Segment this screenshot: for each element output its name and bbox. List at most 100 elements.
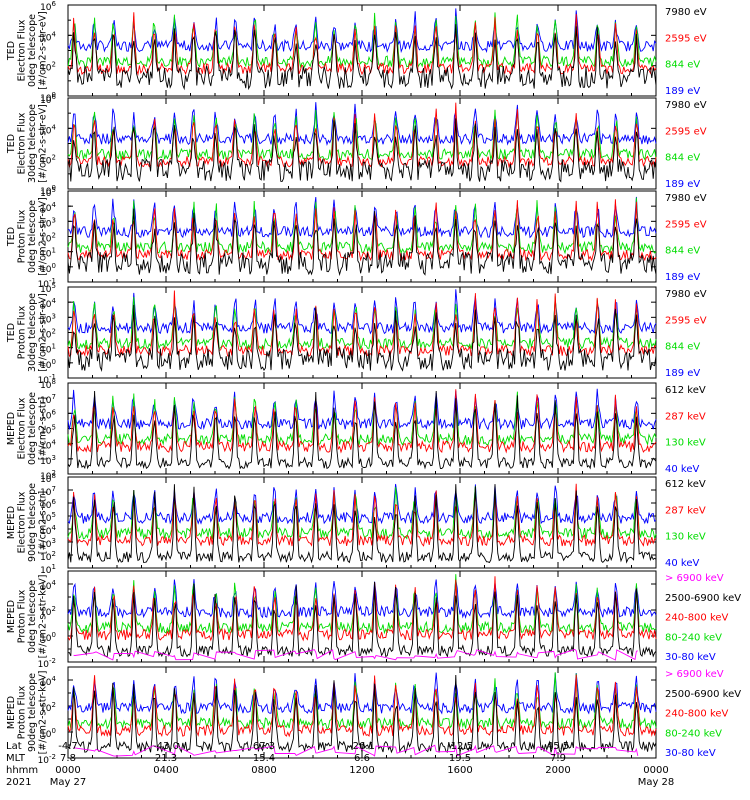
legend-entry: 2500-6900 keV [665, 593, 741, 604]
x-tick-label-lat: -12.5 [447, 741, 473, 752]
legend-entry: 240-800 keV [665, 613, 729, 624]
series--6900-kev [73, 648, 638, 661]
y-axis-label: MEPEDElectron Flux90deg telescope[#/cm2-… [6, 483, 49, 562]
y-axis-label: TEDProton Flux0deg telescope[#/cm2-s-str… [6, 197, 49, 276]
x-tick-label-mlt: 7.9 [550, 753, 566, 764]
series-7980-ev [67, 304, 657, 372]
y-axis-label: TEDElectron Flux30deg telescope[#/cm2-s-… [6, 104, 49, 183]
legend-entry: 287 keV [665, 505, 706, 516]
legend-entry: 844 eV [665, 60, 700, 71]
legend-entry: 7980 eV [665, 193, 707, 204]
legend-entry: 189 eV [665, 368, 700, 379]
legend-entry: 612 keV [665, 479, 706, 490]
series-130-kev [67, 391, 657, 446]
legend-entry: 240-800 keV [665, 709, 729, 720]
series-7980-ev [67, 118, 657, 183]
legend-entry: 287 keV [665, 411, 706, 422]
x-tick-label-hhmm: 1600 [447, 765, 472, 776]
series-287-kev [67, 389, 657, 454]
series--6900-kev [73, 744, 639, 757]
y-axis-label: MEPEDProton Flux0deg telescope[#/cm2-s-s… [6, 575, 49, 659]
legend-entry: > 6900 keV [665, 573, 724, 584]
legend-entry: 7980 eV [665, 289, 707, 300]
legend-entry: 612 keV [665, 385, 706, 396]
series-7980-ev [67, 208, 657, 277]
series-2595-ev [67, 290, 657, 358]
series-2500-6900-kev [67, 581, 657, 658]
legend-entry: 2595 eV [665, 219, 707, 230]
x-tick-label-mlt: 21.3 [155, 753, 177, 764]
series-240-800-kev [67, 674, 657, 738]
legend-entry: 7980 eV [665, 7, 707, 18]
legend-entry: 844 eV [665, 246, 700, 257]
y-axis-label: TEDProton Flux30deg telescope[#/cm2-s-st… [6, 293, 49, 372]
series-7980-ev [67, 24, 657, 91]
series-30-80-kev [67, 579, 657, 619]
legend-entry: 2500-6900 keV [665, 689, 741, 700]
y-axis-label: MEPEDProton Flux90deg telescope[#/cm2-s-… [6, 671, 49, 755]
x-tick-label-mlt: 6.6 [354, 753, 370, 764]
x-tick-label-lat: 45.5 [547, 741, 569, 752]
series-189-ev [67, 289, 657, 335]
series-612-kev [67, 484, 657, 564]
series-189-ev [67, 8, 657, 54]
legend-entry: 844 eV [665, 153, 700, 164]
x-tick-label-hhmm: 1200 [349, 765, 374, 776]
legend-entry: 130 keV [665, 532, 706, 543]
legend-entry: 40 keV [665, 558, 699, 569]
legend-entry: 189 eV [665, 86, 700, 97]
legend-entry: 40 keV [665, 464, 699, 475]
x-tick-label-hhmm: 0400 [153, 765, 178, 776]
series-240-800-kev [67, 576, 657, 642]
legend-entry: > 6900 keV [665, 669, 724, 680]
series-40-kev [67, 483, 657, 525]
series-2500-6900-kev [67, 674, 657, 754]
y-tick-label: 106 [40, 0, 56, 13]
series-612-kev [67, 390, 657, 470]
legend-entry: 80-240 keV [665, 728, 722, 739]
x-tick-label-lat: -4.7 [58, 741, 78, 752]
x-tick-label-lat: -43.0 [153, 741, 179, 752]
legend-entry: 30-80 keV [665, 748, 716, 759]
x-row-label: Lat [6, 741, 22, 752]
legend-entry: 189 eV [665, 179, 700, 190]
x-row-label: hhmm [6, 765, 38, 776]
x-tick-label-lat: -26.1 [349, 741, 375, 752]
legend-entry: 844 eV [665, 342, 700, 353]
x-tick-label-date: May 28 [638, 777, 675, 788]
x-tick-label-date: May 27 [50, 777, 87, 788]
x-tick-label-hhmm: 2000 [545, 765, 570, 776]
legend-entry: 2595 eV [665, 126, 707, 137]
legend-entry: 30-80 keV [665, 652, 716, 663]
series-30-80-kev [67, 672, 657, 715]
legend-entry: 2595 eV [665, 315, 707, 326]
legend-entry: 130 keV [665, 438, 706, 449]
series-130-kev [67, 486, 657, 540]
legend-entry: 2595 eV [665, 33, 707, 44]
x-row-label: 2021 [6, 777, 31, 788]
y-tick-label: 101 [40, 563, 56, 576]
x-tick-label-hhmm: 0000 [55, 765, 80, 776]
series-189-ev [67, 196, 657, 239]
legend-entry: 189 eV [665, 272, 700, 283]
x-tick-label-mlt: 19.5 [449, 753, 471, 764]
x-tick-label-lat: 67.3 [253, 741, 275, 752]
series-287-kev [67, 483, 657, 548]
legend-entry: 7980 eV [665, 100, 707, 111]
legend-entry: 80-240 keV [665, 632, 722, 643]
x-tick-label-mlt: 15.4 [253, 753, 275, 764]
x-tick-label-hhmm: 0000 [643, 765, 668, 776]
x-tick-label-hhmm: 0800 [251, 765, 276, 776]
series-189-ev [67, 102, 657, 147]
x-tick-label-mlt: 7.8 [60, 753, 76, 764]
